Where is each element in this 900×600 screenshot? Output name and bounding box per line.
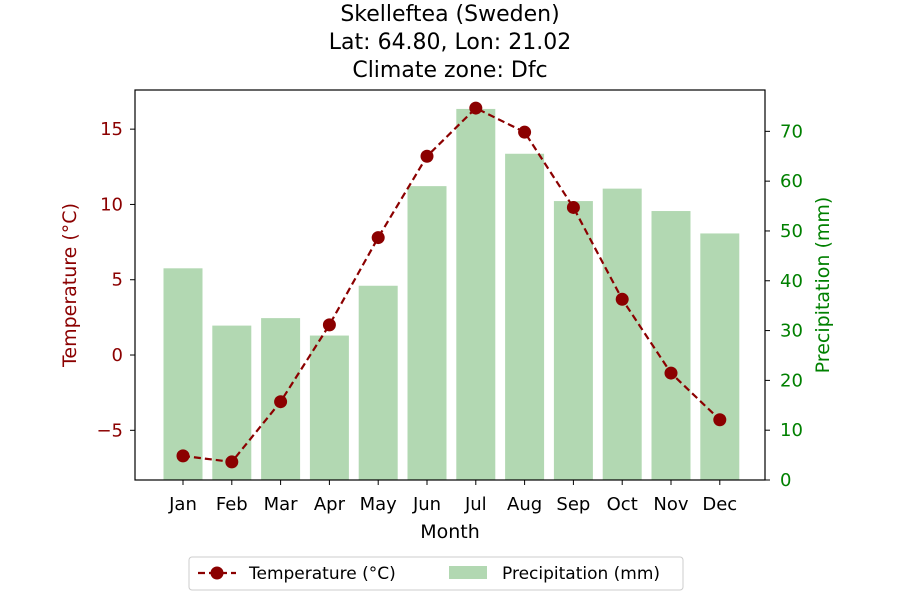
temperature-point: [322, 318, 336, 332]
x-tick-label: Oct: [607, 494, 638, 515]
precipitation-bar: [602, 188, 642, 480]
temperature-point: [518, 125, 532, 139]
x-tick-label: Sep: [556, 494, 590, 515]
precipitation-axis: 0 10 20 30 40 50 60 70: [765, 121, 803, 491]
precipitation-tick-label: 60: [780, 171, 803, 192]
x-tick-label: Nov: [653, 494, 688, 515]
x-tick-label: Feb: [216, 494, 248, 515]
temperature-point: [566, 200, 580, 214]
chart-title-line: Skelleftea (Sweden): [340, 2, 559, 27]
temperature-tick-label: 15: [100, 119, 123, 140]
temperature-line: [176, 101, 727, 469]
precipitation-tick-label: 30: [780, 321, 803, 342]
temperature-point: [615, 292, 629, 306]
temperature-point: [713, 413, 727, 427]
x-tick-label: Aug: [507, 494, 542, 515]
legend: Temperature (°C) Precipitation (mm): [188, 556, 684, 591]
temperature-point: [274, 395, 288, 409]
temperature-point: [176, 449, 190, 463]
x-tick-label: Mar: [264, 494, 299, 515]
precipitation-bar: [700, 233, 740, 480]
temperature-tick-label: 10: [100, 194, 123, 215]
precipitation-bar: [553, 201, 593, 480]
legend-precipitation-swatch: [449, 566, 487, 579]
temperature-point: [469, 101, 483, 115]
temperature-point: [420, 149, 434, 163]
precipitation-bar: [651, 211, 691, 480]
precipitation-bar: [407, 186, 447, 481]
x-axis-label: Month: [420, 521, 480, 543]
precipitation-axis-label: Precipitation (mm): [812, 197, 834, 374]
temperature-point: [225, 455, 239, 469]
precipitation-tick-label: 70: [780, 121, 803, 142]
x-tick-label: Jun: [412, 494, 441, 515]
plot-frame: [134, 89, 766, 481]
temperature-line-path: [182, 106, 721, 464]
x-axis: Jan Feb Mar Apr May Jun Jul Aug Sep Oct Nov Dec: [168, 480, 737, 515]
legend-temperature-label: Temperature (°C): [248, 564, 396, 584]
temperature-tick-label: 0: [112, 345, 123, 366]
chart-title: Skelleftea (Sweden) Lat: 64.80, Lon: 21.0…: [329, 2, 571, 83]
x-tick-label: Dec: [702, 494, 737, 515]
temperature-axis-label: Temperature (°C): [59, 203, 81, 368]
precipitation-tick-label: 20: [780, 370, 803, 391]
x-tick-label: Jul: [464, 494, 487, 515]
precipitation-bar: [163, 268, 203, 480]
temperature-tick-label: −5: [96, 420, 123, 441]
precipitation-bar: [358, 285, 398, 480]
temperature-point: [371, 231, 385, 245]
precipitation-tick-label: 50: [780, 221, 803, 242]
x-tick-label: Apr: [314, 494, 346, 515]
x-tick-label: Jan: [168, 494, 197, 515]
temperature-point: [664, 366, 678, 380]
precipitation-tick-label: 40: [780, 271, 803, 292]
x-tick-label: May: [360, 494, 398, 515]
precipitation-bar: [505, 153, 545, 480]
temperature-tick-label: 5: [112, 270, 123, 291]
precipitation-bar: [456, 108, 496, 481]
chart-title-line: Climate zone: Dfc: [352, 58, 547, 83]
precipitation-bar: [309, 335, 349, 480]
precipitation-bars: [163, 108, 740, 481]
legend-box: [188, 556, 684, 591]
legend-precipitation-label: Precipitation (mm): [502, 564, 660, 584]
temperature-axis: −5 0 5 10 15: [96, 119, 135, 441]
chart-title-line: Lat: 64.80, Lon: 21.02: [329, 30, 571, 55]
legend-temperature-marker: [210, 566, 224, 580]
precipitation-tick-label: 10: [780, 420, 803, 441]
precipitation-tick-label: 0: [780, 470, 791, 491]
precipitation-bar: [212, 325, 252, 480]
